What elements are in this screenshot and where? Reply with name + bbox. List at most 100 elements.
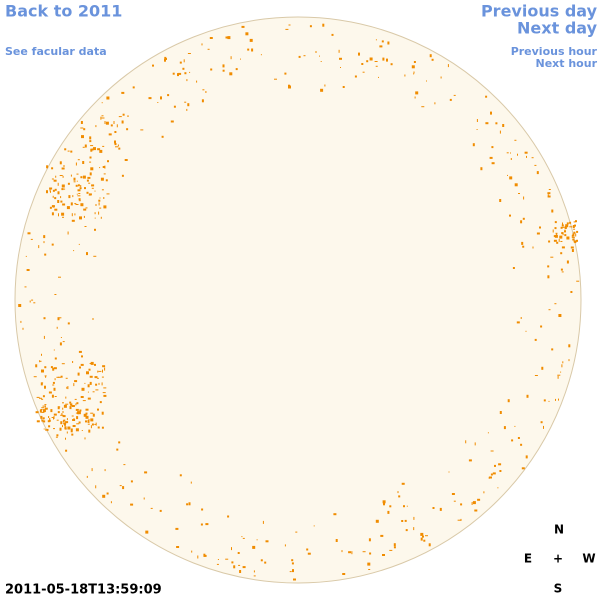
- facula: [35, 364, 38, 368]
- facula: [62, 425, 63, 428]
- facula: [564, 225, 567, 229]
- facula: [525, 455, 528, 459]
- facula: [71, 219, 75, 222]
- facula: [490, 450, 494, 452]
- facula: [107, 160, 109, 163]
- facula: [521, 467, 525, 470]
- facula: [170, 120, 174, 123]
- facula: [84, 226, 87, 227]
- next-day-link[interactable]: Next day: [517, 19, 598, 38]
- facula: [65, 396, 67, 399]
- facula: [188, 502, 191, 506]
- facula: [491, 146, 494, 149]
- facula: [152, 64, 154, 67]
- facula: [393, 546, 396, 549]
- facula: [97, 426, 100, 429]
- facula: [474, 442, 476, 446]
- facula: [202, 89, 205, 91]
- facula: [242, 537, 245, 539]
- facula: [474, 509, 478, 512]
- facula: [90, 361, 94, 365]
- facula: [76, 423, 80, 425]
- facula: [366, 60, 369, 63]
- facula: [73, 250, 75, 252]
- previous-hour-link[interactable]: Previous hour: [511, 45, 598, 58]
- facula: [90, 167, 94, 171]
- facular-link[interactable]: See facular data: [5, 45, 107, 58]
- facula: [499, 411, 502, 414]
- facula: [85, 420, 87, 423]
- facula: [159, 509, 162, 512]
- facula: [487, 432, 489, 434]
- facula: [572, 225, 575, 228]
- facula: [94, 217, 96, 219]
- facula: [411, 65, 415, 69]
- facula: [143, 497, 145, 500]
- facula: [387, 510, 390, 514]
- previous-day-link[interactable]: Previous day: [481, 2, 598, 21]
- facula: [172, 72, 175, 75]
- facula: [51, 243, 54, 246]
- facula: [127, 115, 129, 117]
- facula: [61, 212, 65, 216]
- facula: [121, 120, 124, 124]
- facula: [292, 569, 294, 573]
- facula: [145, 530, 149, 534]
- facula: [379, 45, 383, 48]
- facula: [144, 471, 148, 474]
- facula: [512, 267, 515, 269]
- facula: [382, 554, 385, 556]
- facula: [88, 194, 91, 196]
- facula: [39, 409, 42, 413]
- facula: [54, 294, 57, 295]
- facula: [560, 241, 563, 242]
- facula: [49, 189, 51, 192]
- facula: [78, 350, 82, 353]
- facula: [60, 200, 63, 203]
- facula: [74, 398, 77, 400]
- facula: [82, 146, 85, 148]
- facula: [90, 425, 92, 429]
- facula: [56, 434, 59, 437]
- facula: [66, 206, 70, 210]
- facula: [26, 269, 30, 271]
- facula: [514, 425, 516, 427]
- facula: [233, 565, 236, 569]
- facula: [562, 222, 563, 226]
- facula: [94, 212, 96, 215]
- facula: [101, 382, 103, 386]
- facula: [35, 411, 39, 414]
- back-link[interactable]: Back to 2011: [5, 2, 122, 21]
- compass-center: +: [553, 552, 563, 566]
- next-hour-link[interactable]: Next hour: [536, 57, 598, 70]
- facula: [94, 376, 98, 379]
- facula: [88, 182, 91, 184]
- facula: [338, 49, 340, 53]
- facula: [362, 71, 365, 73]
- facula: [76, 193, 78, 195]
- facula: [57, 191, 60, 195]
- facula: [517, 437, 520, 439]
- facula: [378, 76, 379, 78]
- facula: [84, 144, 87, 148]
- facula: [66, 431, 68, 434]
- facula: [76, 402, 79, 405]
- facula: [98, 199, 101, 202]
- facula: [41, 398, 44, 400]
- facula: [86, 371, 89, 375]
- facula: [309, 25, 312, 28]
- facula: [66, 418, 68, 421]
- facula: [41, 411, 45, 413]
- facula: [434, 102, 436, 105]
- facula: [43, 317, 46, 320]
- facula: [86, 179, 89, 182]
- facula: [75, 184, 78, 187]
- facula: [187, 53, 191, 54]
- facula: [547, 192, 551, 195]
- facula: [62, 402, 64, 404]
- facula: [571, 234, 573, 237]
- facula: [75, 403, 77, 406]
- facula: [89, 172, 92, 176]
